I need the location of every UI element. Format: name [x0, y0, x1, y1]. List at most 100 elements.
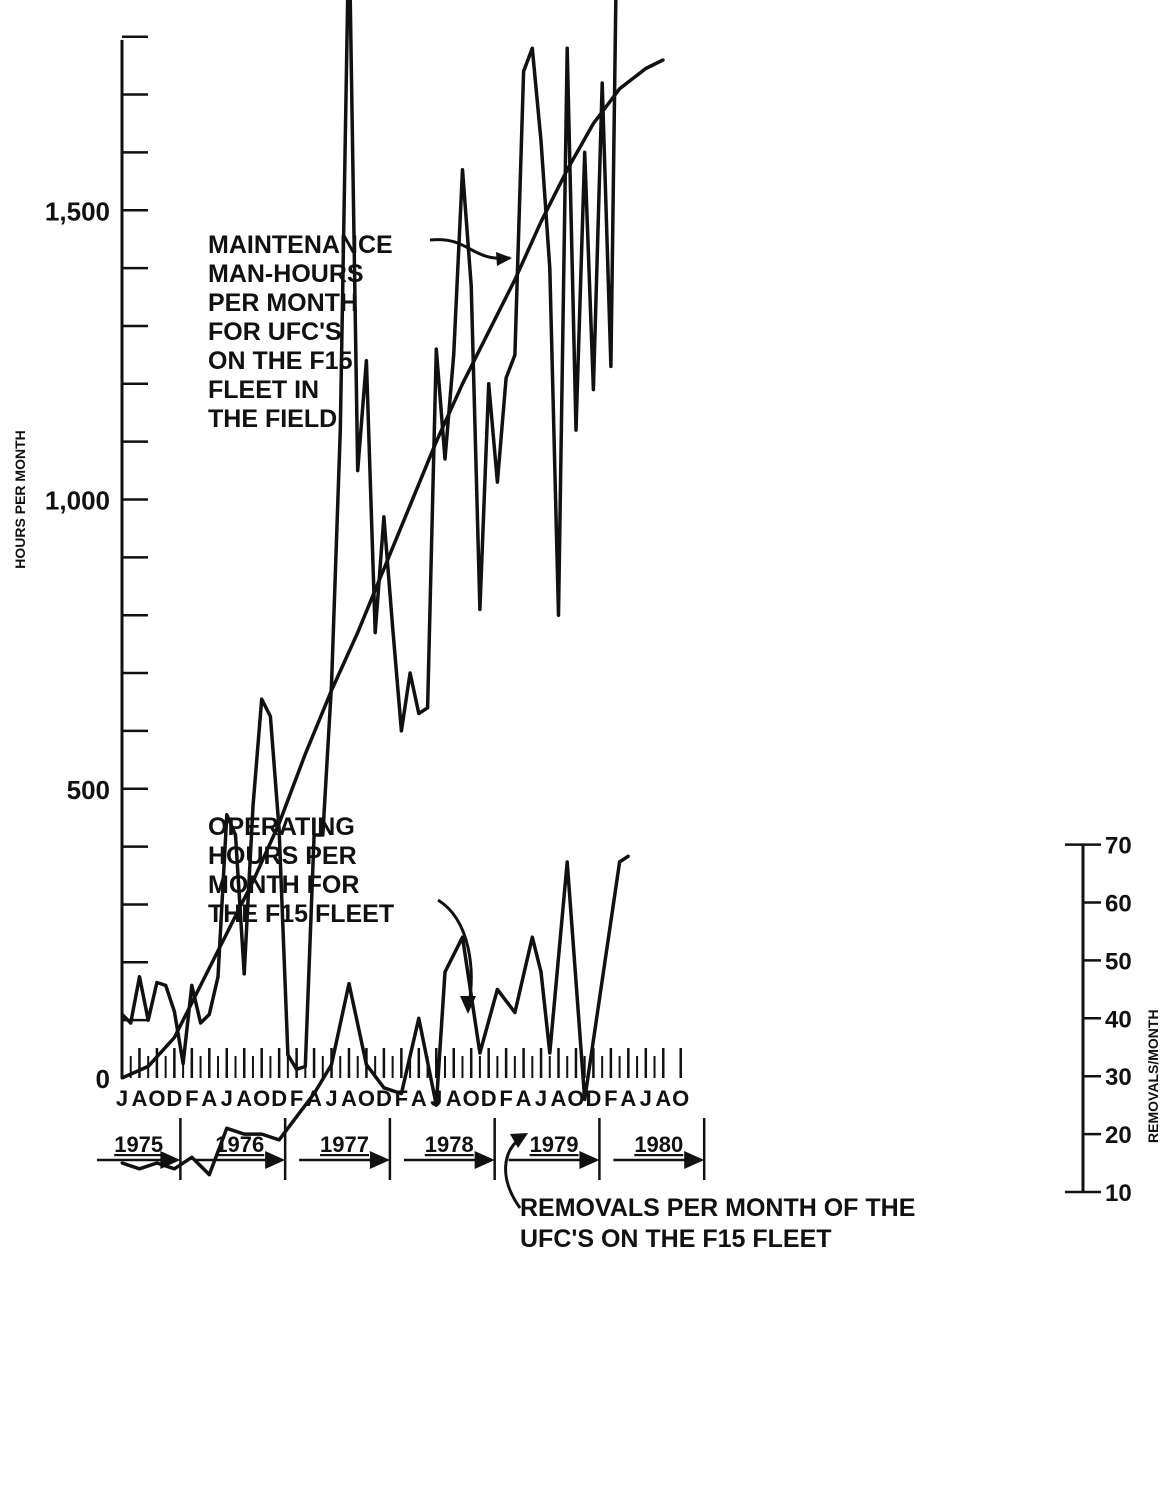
data-point [583, 1097, 587, 1101]
data-point [600, 81, 604, 85]
y2-tick-label: 10 [1105, 1180, 1132, 1207]
data-point [338, 428, 342, 432]
data-point [478, 1051, 482, 1055]
x-tick-label: O [253, 1086, 270, 1111]
x-tick-label: A [551, 1086, 567, 1111]
year-label: 1979 [530, 1132, 579, 1157]
data-point [207, 1173, 211, 1177]
data-point [199, 983, 203, 987]
data-point [434, 1103, 438, 1107]
operating-annotation-line: MONTH FOR [208, 871, 359, 899]
x-tick-label: A [132, 1086, 148, 1111]
data-point [330, 1063, 334, 1067]
data-point [408, 671, 412, 675]
x-tick-label: A [306, 1086, 322, 1111]
data-point [548, 1051, 552, 1055]
data-point [242, 972, 246, 976]
y2-tick-label: 40 [1105, 1006, 1132, 1033]
data-point [164, 983, 168, 987]
data-point [513, 278, 517, 282]
data-point [417, 1016, 421, 1020]
x-tick-label: O [148, 1086, 165, 1111]
data-point [460, 935, 464, 939]
x-tick-label: D [376, 1086, 392, 1111]
x-tick-label: A [411, 1086, 427, 1111]
data-point [513, 353, 517, 357]
data-point [487, 330, 491, 334]
x-tick-label: D [271, 1086, 287, 1111]
data-point [591, 388, 595, 392]
y2-tick-label: 50 [1105, 948, 1132, 975]
data-point [277, 821, 281, 825]
x-tick-label: A [655, 1086, 671, 1111]
data-point [373, 631, 377, 635]
x-tick-label: O [672, 1086, 689, 1111]
x-tick-label: D [585, 1086, 601, 1111]
data-point [260, 1132, 264, 1136]
data-point [478, 607, 482, 611]
data-point [216, 975, 220, 979]
data-point [303, 752, 307, 756]
year-arrow-head [369, 1151, 390, 1169]
data-point [609, 364, 613, 368]
x-tick-label: O [567, 1086, 584, 1111]
data-point [443, 457, 447, 461]
data-point [364, 1063, 368, 1067]
x-tick-label: A [446, 1086, 462, 1111]
x-tick-label: J [221, 1086, 233, 1111]
operating-series-line [121, 58, 665, 1080]
data-point [146, 1018, 150, 1022]
data-point [495, 987, 499, 991]
removals-annotation-line: UFC'S ON THE F15 FLEET [520, 1225, 832, 1253]
data-point [181, 1062, 185, 1066]
data-point [356, 631, 360, 635]
x-tick-label: A [516, 1086, 532, 1111]
data-point [155, 1161, 159, 1165]
data-point [443, 970, 447, 974]
y-tick-label: 0 [96, 1064, 110, 1094]
data-point [539, 220, 543, 224]
x-tick-label: A [341, 1086, 357, 1111]
data-point [146, 1064, 150, 1068]
x-tick-label: F [290, 1086, 303, 1111]
data-point [172, 1036, 176, 1040]
data-point [565, 168, 569, 172]
maintenance-annotation-line: FLEET IN [208, 376, 319, 404]
data-point [382, 1086, 386, 1090]
data-point [487, 382, 491, 386]
data-point [190, 983, 194, 987]
data-point [356, 469, 360, 473]
y-tick-label: 1,000 [45, 486, 110, 516]
data-point [129, 1021, 133, 1025]
data-point [120, 1076, 124, 1080]
x-tick-label: F [604, 1086, 617, 1111]
data-point [199, 1021, 203, 1025]
data-point [495, 480, 499, 484]
data-point [137, 1167, 141, 1171]
y2-tick-label: 30 [1105, 1064, 1132, 1091]
x-tick-label: A [236, 1086, 252, 1111]
data-point [120, 1161, 124, 1165]
data-point [207, 1012, 211, 1016]
year-arrow-head [684, 1151, 705, 1169]
y-axis-title: HOURS PER MONTH [12, 430, 28, 568]
data-point [321, 833, 325, 837]
data-point [399, 1092, 403, 1096]
year-label: 1975 [114, 1132, 163, 1157]
data-point [347, 982, 351, 986]
data-point [460, 382, 464, 386]
data-point [565, 46, 569, 50]
data-point [452, 353, 456, 357]
data-point [618, 860, 622, 864]
data-point [172, 1167, 176, 1171]
maintenance-annotation-line: FOR UFC'S [208, 318, 342, 346]
year-arrow-head [265, 1151, 286, 1169]
y-tick-label: 500 [67, 775, 110, 805]
data-point [286, 1053, 290, 1057]
operating-annotation-line: THE F15 FLEET [208, 900, 394, 928]
data-point [565, 860, 569, 864]
data-point [583, 150, 587, 154]
data-point [460, 168, 464, 172]
